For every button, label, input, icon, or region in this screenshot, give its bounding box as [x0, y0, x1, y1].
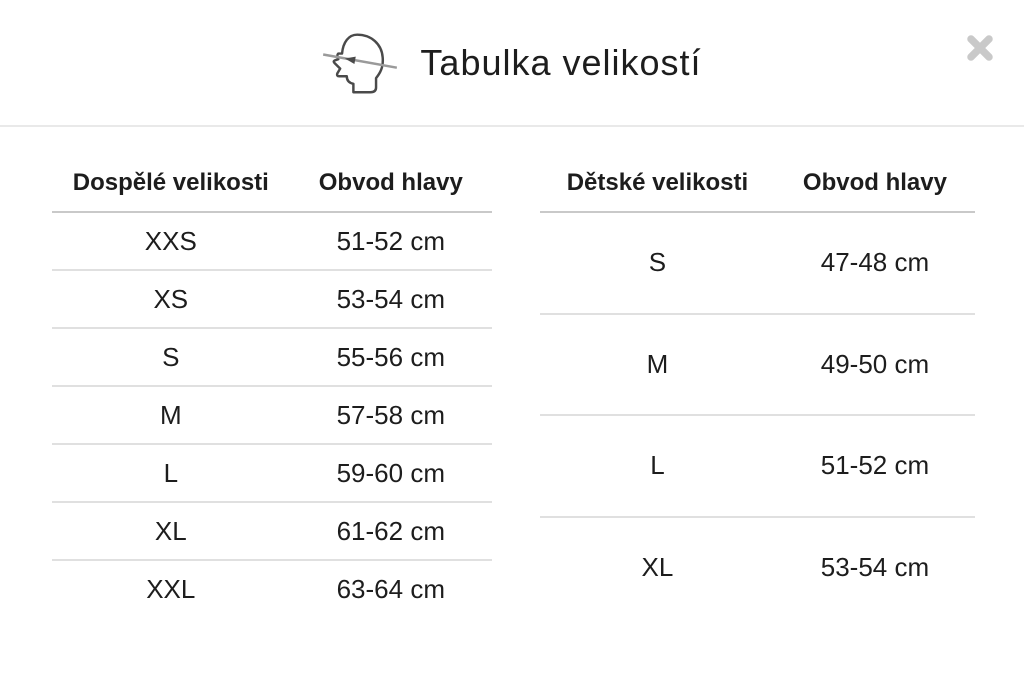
- table-cell: 55-56 cm: [289, 328, 492, 387]
- table-cell: 47-48 cm: [774, 212, 975, 315]
- modal-title: Tabulka velikostí: [420, 41, 702, 83]
- table-cell: 51-52 cm: [289, 212, 492, 271]
- table-cell: 59-60 cm: [289, 444, 492, 503]
- table-row: XL 53-54 cm: [540, 517, 975, 619]
- table-cell: XS: [52, 270, 290, 329]
- table-cell: S: [540, 212, 775, 315]
- close-icon: [967, 35, 993, 61]
- table-cell: M: [52, 386, 290, 445]
- size-tables: Dospělé velikosti Obvod hlavy XXS 51-52 c…: [0, 127, 1024, 618]
- table-row: M 57-58 cm: [52, 386, 492, 445]
- table-row: XXS 51-52 cm: [52, 212, 492, 271]
- table-row: S 55-56 cm: [52, 328, 492, 387]
- table-cell: 53-54 cm: [820, 552, 930, 583]
- table-row: L 59-60 cm: [52, 444, 492, 503]
- modal-header: Tabulka velikostí: [0, 0, 1024, 127]
- table-cell: L: [52, 444, 290, 503]
- table-cell: S: [52, 328, 290, 387]
- table-cell: 53-54 cm: [289, 270, 492, 329]
- modal-title-group: Tabulka velikostí: [322, 29, 701, 97]
- table-cell: 57-58 cm: [289, 386, 492, 445]
- close-button[interactable]: [964, 32, 996, 64]
- table-row: XS 53-54 cm: [52, 270, 492, 329]
- column-header-head-circumference: Obvod hlavy: [774, 169, 975, 213]
- table-cell: XXS: [52, 212, 290, 271]
- table-row: XXL 63-64 cm: [52, 560, 492, 618]
- head-circumference-icon: [322, 29, 398, 97]
- table-header-row: Dospělé velikosti Obvod hlavy: [52, 169, 492, 213]
- table-cell: XL: [52, 502, 290, 561]
- table-cell: 63-64 cm: [336, 574, 445, 604]
- table-cell: XL: [641, 552, 674, 583]
- table-row: XL 61-62 cm: [52, 502, 492, 561]
- column-header-kids-sizes: Dětské velikosti: [540, 169, 775, 213]
- adult-sizes-table: Dospělé velikosti Obvod hlavy XXS 51-52 c…: [52, 169, 492, 618]
- column-header-adult-sizes: Dospělé velikosti: [52, 169, 290, 213]
- column-header-head-circumference: Obvod hlavy: [289, 169, 492, 213]
- table-cell: 61-62 cm: [289, 502, 492, 561]
- table-row: S 47-48 cm: [540, 212, 975, 315]
- kids-sizes-table: Dětské velikosti Obvod hlavy S 47-48 cm M 4…: [540, 169, 975, 618]
- table-cell: 51-52 cm: [774, 415, 975, 518]
- table-cell: M: [540, 313, 775, 416]
- table-cell: XXL: [146, 574, 196, 604]
- table-row: M 49-50 cm: [540, 313, 975, 416]
- table-cell: L: [540, 415, 775, 518]
- table-cell: 49-50 cm: [774, 313, 975, 416]
- table-header-row: Dětské velikosti Obvod hlavy: [540, 169, 975, 213]
- table-row: L 51-52 cm: [540, 415, 975, 518]
